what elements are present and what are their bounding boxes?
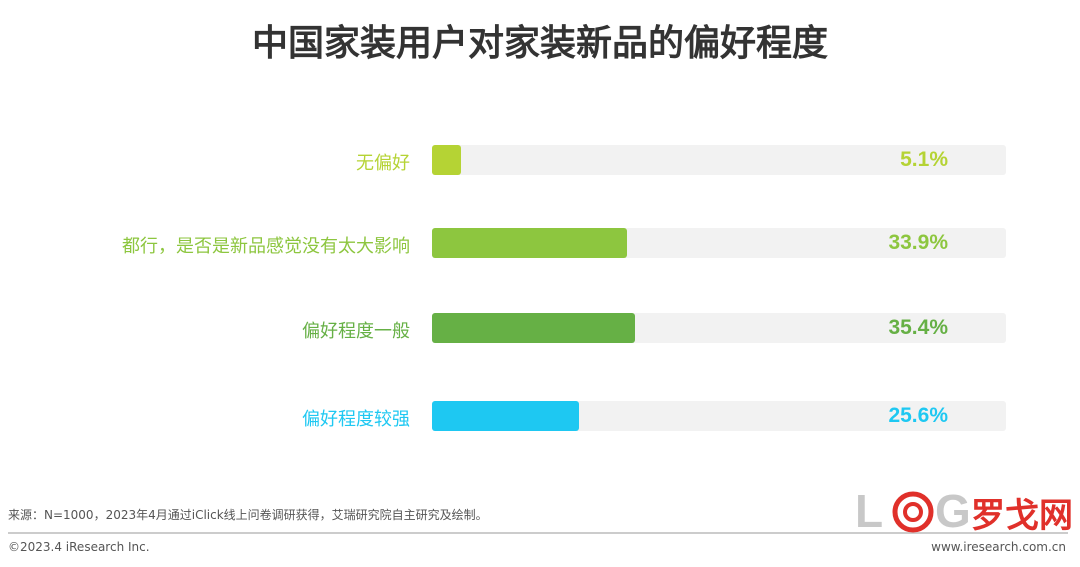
bar-row: 偏好程度一般 35.4% <box>0 313 1080 343</box>
bar <box>432 145 462 175</box>
bar-track <box>432 313 1006 343</box>
category-label: 无偏好 <box>356 153 410 174</box>
chart-title: 中国家装用户对家装新品的偏好程度 <box>251 23 828 64</box>
value-label: 25.6% <box>888 404 948 427</box>
bar <box>432 228 627 258</box>
bar-track <box>432 228 1006 258</box>
bar <box>432 313 636 343</box>
category-label: 偏好程度较强 <box>302 409 410 430</box>
bar-row: 偏好程度较强 25.6% <box>0 401 1080 431</box>
svg-text:L: L <box>855 485 883 535</box>
bar-track <box>432 401 1006 431</box>
svg-text:G: G <box>935 485 971 535</box>
value-label: 33.9% <box>888 231 948 254</box>
bar-row: 无偏好 5.1% <box>0 145 1080 175</box>
value-label: 35.4% <box>888 316 948 339</box>
copyright: ©2023.4 iResearch Inc. <box>8 540 150 554</box>
value-label: 5.1% <box>900 148 948 171</box>
bar <box>432 401 579 431</box>
category-label: 都行，是否是新品感觉没有太大影响 <box>122 236 410 257</box>
footer-divider <box>8 532 1068 534</box>
bar-track <box>432 145 1006 175</box>
source-note: 来源：N=1000，2023年4月通过iClick线上问卷调研获得，艾瑞研究院自… <box>8 508 488 522</box>
bar-row: 都行，是否是新品感觉没有太大影响 33.9% <box>0 228 1080 258</box>
watermark-logo: L G 罗戈网 <box>855 485 1073 535</box>
website: www.iresearch.com.cn <box>931 540 1066 554</box>
svg-text:罗戈网: 罗戈网 <box>971 496 1073 535</box>
category-label: 偏好程度一般 <box>302 321 410 342</box>
